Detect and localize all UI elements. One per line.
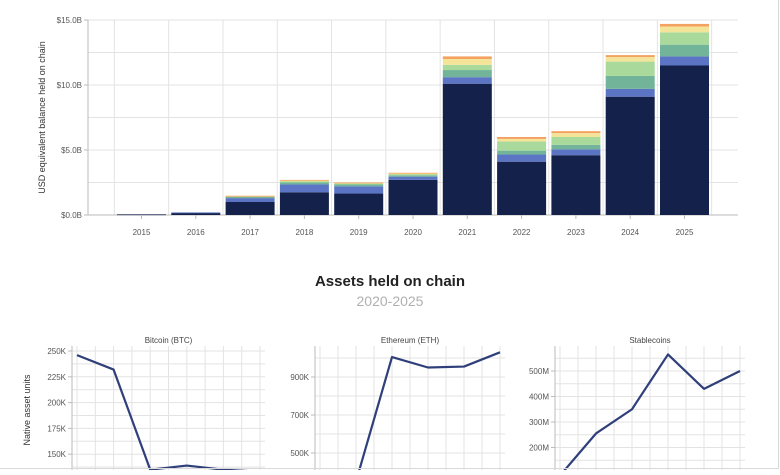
bar-segment	[442, 83, 492, 215]
bar-segment	[605, 55, 655, 58]
bar-segment	[551, 149, 601, 156]
bar-segment	[171, 213, 221, 215]
y-tick-label: 500K	[290, 449, 309, 458]
y-tick-label: 400M	[529, 393, 549, 402]
bar-segment	[660, 44, 709, 57]
y-tick-label: $5.0B	[61, 146, 82, 155]
y-tick-label: 225K	[47, 373, 66, 382]
y-tick-label: 150K	[47, 450, 66, 459]
y-tick-label: 300M	[529, 418, 549, 427]
y-tick-label: 175K	[47, 424, 66, 433]
bar-segment	[605, 57, 655, 62]
bar-segment	[279, 179, 329, 181]
bar-segment	[279, 192, 329, 215]
x-tick-label: 2020	[404, 228, 422, 237]
x-tick-label: 2021	[458, 228, 476, 237]
bar-segment	[279, 180, 329, 182]
bar-segment	[551, 133, 601, 137]
y-axis-title: Native asset units	[22, 374, 32, 446]
bar-segment	[660, 23, 709, 27]
bar-segment	[660, 65, 709, 215]
bar-segment	[551, 144, 601, 150]
x-tick-label: 2015	[133, 228, 151, 237]
bar-segment	[225, 195, 275, 197]
bar-segment	[225, 196, 275, 199]
bar-segment	[442, 77, 492, 84]
bar-segment	[334, 183, 384, 185]
stacked-bar-chart: $0.0B $5.0B $10.0B $15.0B 2015 2016 2017 2018 20…	[37, 16, 738, 237]
bar-segment	[279, 184, 329, 193]
series-line	[76, 354, 249, 470]
bar-segment	[225, 202, 275, 215]
y-tick-label: 250K	[47, 347, 66, 356]
series-line	[563, 353, 741, 470]
bar-segment	[497, 150, 547, 155]
bar-segment	[334, 182, 384, 184]
bar-segment	[388, 175, 438, 177]
ethereum-line-panel: Ethereum (ETH) 900K 700K 500K	[290, 336, 505, 470]
bar-segment	[117, 214, 166, 216]
bar-segment	[388, 172, 438, 174]
bar-segment	[660, 26, 709, 33]
y-tick-label: 200M	[529, 444, 549, 453]
bar-segment	[171, 212, 221, 214]
page-subtitle: 2020-2025	[357, 293, 424, 309]
x-tick-label: 2024	[621, 228, 639, 237]
y-axis-title: USD equivalent balance held on chain	[37, 41, 47, 194]
bar-segment	[442, 56, 492, 59]
bar-segment	[605, 75, 655, 89]
bitcoin-line-panel: Bitcoin (BTC) 250K 225K 200K 175K 150K Native …	[22, 336, 265, 470]
panel-title: Stablecoins	[629, 336, 670, 345]
bar-segment	[279, 181, 329, 183]
bar-segment	[551, 131, 601, 134]
x-tick-label: 2017	[241, 228, 259, 237]
bar-segment	[388, 179, 438, 215]
bar-segment	[497, 138, 547, 142]
page-title: Assets held on chain	[315, 273, 465, 290]
x-tick-label: 2025	[676, 228, 694, 237]
bar-segment	[225, 198, 275, 202]
bar-segment	[660, 32, 709, 45]
bar-segment	[497, 161, 547, 215]
bar-segment	[497, 141, 547, 151]
x-tick-label: 2019	[350, 228, 368, 237]
bar-segment	[605, 61, 655, 76]
x-tick-label: 2022	[513, 228, 531, 237]
y-tick-label: 700K	[290, 411, 309, 420]
y-tick-label: 900K	[290, 373, 309, 382]
bar-segment	[605, 96, 655, 215]
bar-segment	[605, 88, 655, 97]
bar-segment	[497, 154, 547, 162]
bar-segment	[334, 184, 384, 187]
x-tick-label: 2016	[187, 228, 205, 237]
y-tick-label: 500M	[529, 367, 549, 376]
x-tick-label: 2018	[296, 228, 314, 237]
bar-segment	[442, 59, 492, 65]
bar-segment	[388, 176, 438, 180]
bar-segment	[442, 70, 492, 78]
stablecoins-line-panel: Stablecoins 500M 400M 300M 200M	[529, 336, 745, 470]
bar-segment	[497, 137, 547, 139]
y-tick-label: 200K	[47, 399, 66, 408]
x-tick-label: 2023	[567, 228, 585, 237]
bar-segment	[334, 186, 384, 194]
y-tick-label: $0.0B	[61, 211, 82, 220]
series-line	[358, 351, 501, 470]
bar-segment	[279, 182, 329, 185]
bar-segment	[334, 193, 384, 215]
bar-segment	[442, 64, 492, 71]
panel-title: Bitcoin (BTC)	[145, 336, 193, 345]
y-tick-label: $10.0B	[57, 81, 82, 90]
bar-segment	[388, 174, 438, 176]
bar-segment	[660, 56, 709, 66]
bar-segment	[551, 137, 601, 145]
y-tick-label: $15.0B	[57, 16, 82, 25]
bar-segment	[388, 173, 438, 175]
bar-segment	[551, 155, 601, 215]
panel-title: Ethereum (ETH)	[381, 336, 440, 345]
